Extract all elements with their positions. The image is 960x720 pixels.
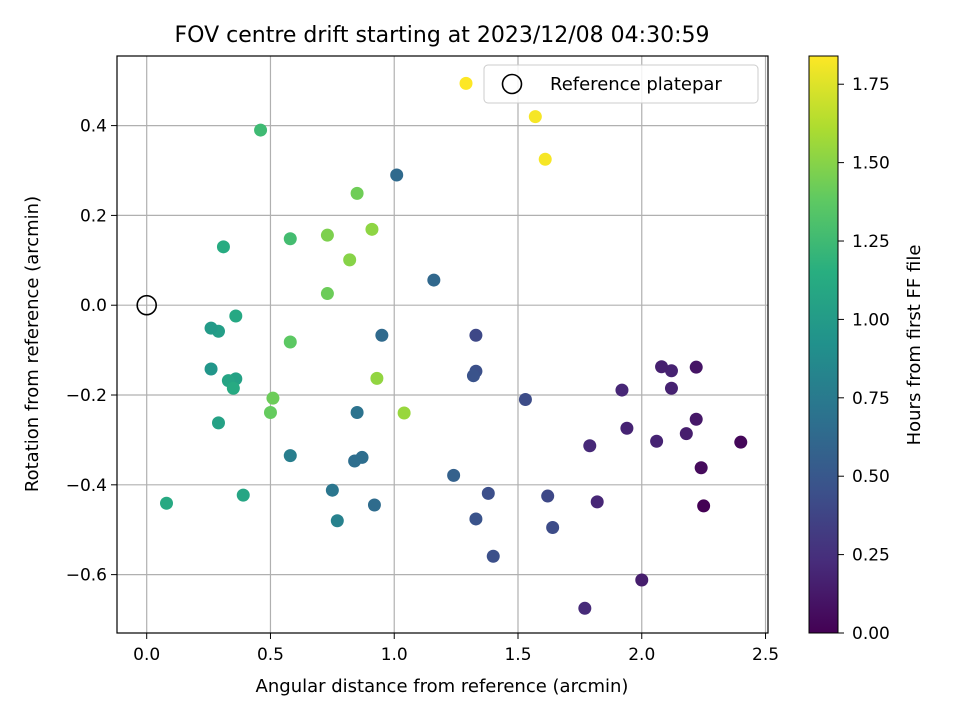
scatter-point <box>689 412 703 426</box>
x-axis-ticks: 0.0 0.5 1.0 1.5 2.0 2.5 <box>133 633 779 665</box>
scatter-point <box>664 381 678 395</box>
scatter-point <box>486 549 500 563</box>
scatter-point <box>343 253 357 267</box>
scatter-point <box>583 439 597 453</box>
x-tick-label: 1.0 <box>381 645 408 665</box>
colorbar: 0.00 0.25 0.50 0.75 1.00 1.25 1.50 1.75 Hours f… <box>808 55 925 644</box>
scatter-point <box>469 512 483 526</box>
x-axis-label: Angular distance from reference (arcmin) <box>256 676 629 697</box>
scatter-point <box>367 498 381 512</box>
scatter-point <box>538 152 552 166</box>
scatter-point <box>447 468 461 482</box>
colorbar-label: Hours from first FF file <box>904 245 925 446</box>
scatter-point <box>370 371 384 385</box>
scatter-point <box>216 240 230 254</box>
scatter-point <box>546 520 560 534</box>
scatter-point <box>283 335 297 349</box>
scatter-point <box>650 434 664 448</box>
scatter-point <box>350 186 364 200</box>
scatter-point <box>263 406 277 420</box>
scatter-point <box>229 309 243 323</box>
scatter-point <box>459 76 473 90</box>
y-axis-label: Rotation from reference (arcmin) <box>22 196 43 492</box>
y-tick-label: −0.4 <box>66 476 107 496</box>
scatter-point <box>635 573 649 587</box>
colorbar-tick-label: 1.00 <box>852 310 890 330</box>
scatter-point <box>615 383 629 397</box>
grid-lines <box>117 56 768 633</box>
colorbar-tick-label: 0.75 <box>852 389 890 409</box>
scatter-point <box>481 486 495 500</box>
legend-box <box>483 64 759 104</box>
scatter-point <box>578 601 592 615</box>
scatter-point <box>160 496 174 510</box>
scatter-point <box>283 449 297 463</box>
colorbar-tick-label: 0.25 <box>852 546 890 566</box>
plot-frame <box>116 55 769 634</box>
legend-label: Reference platepar <box>550 74 722 95</box>
colorbar-tick-label: 1.75 <box>852 75 890 95</box>
scatter-point <box>397 406 411 420</box>
scatter-point <box>697 499 711 513</box>
data-points <box>160 76 748 615</box>
reference-point <box>136 294 158 316</box>
scatter-point <box>466 369 480 383</box>
scatter-point <box>375 328 389 342</box>
scatter-point <box>320 228 334 242</box>
x-tick-label: 1.5 <box>504 645 531 665</box>
scatter-point <box>620 421 634 435</box>
scatter-point <box>427 273 441 287</box>
scatter-point <box>226 381 240 395</box>
scatter-point <box>236 488 250 502</box>
scatter-point <box>528 110 542 124</box>
colorbar-tick-label: 0.00 <box>852 624 890 644</box>
x-tick-label: 0.0 <box>133 645 160 665</box>
scatter-point <box>266 391 280 405</box>
scatter-point <box>689 360 703 374</box>
scatter-point <box>469 328 483 342</box>
x-tick-label: 2.5 <box>752 645 779 665</box>
scatter-point <box>518 393 532 407</box>
scatter-point <box>734 435 748 449</box>
scatter-point <box>204 362 218 376</box>
legend: Reference platepar <box>483 64 759 104</box>
scatter-point <box>330 514 344 528</box>
reference-platepar-marker <box>136 294 158 316</box>
y-tick-label: 0.4 <box>80 117 107 137</box>
colorbar-gradient <box>808 55 839 634</box>
y-tick-label: −0.2 <box>66 386 107 406</box>
scatter-point <box>390 168 404 182</box>
x-tick-label: 2.0 <box>628 645 655 665</box>
y-axis-ticks: −0.6 −0.4 −0.2 0.0 0.2 0.4 <box>66 117 117 586</box>
colorbar-tick-label: 1.25 <box>852 232 890 252</box>
scatter-point <box>320 287 334 301</box>
scatter-point <box>204 321 218 335</box>
scatter-point <box>348 454 362 468</box>
scatter-point <box>283 232 297 246</box>
colorbar-tick-label: 0.50 <box>852 467 890 487</box>
scatter-point <box>679 427 693 441</box>
y-tick-label: 0.0 <box>80 296 107 316</box>
scatter-point <box>254 123 268 137</box>
scatter-point <box>541 489 555 503</box>
scatter-point <box>590 495 604 509</box>
colorbar-ticks: 0.00 0.25 0.50 0.75 1.00 1.25 1.50 1.75 <box>838 75 890 644</box>
scatter-point <box>350 406 364 420</box>
x-tick-label: 0.5 <box>257 645 284 665</box>
scatter-point <box>664 364 678 378</box>
y-tick-label: −0.6 <box>66 566 107 586</box>
scatter-point <box>694 461 708 475</box>
y-tick-label: 0.2 <box>80 206 107 226</box>
chart-title: FOV centre drift starting at 2023/12/08 … <box>175 23 710 48</box>
scatter-point <box>325 483 339 497</box>
legend-marker-icon <box>501 73 523 95</box>
colorbar-tick-label: 1.50 <box>852 154 890 174</box>
scatter-point <box>365 222 379 236</box>
scatter-point <box>655 360 669 374</box>
scatter-point <box>211 416 225 430</box>
